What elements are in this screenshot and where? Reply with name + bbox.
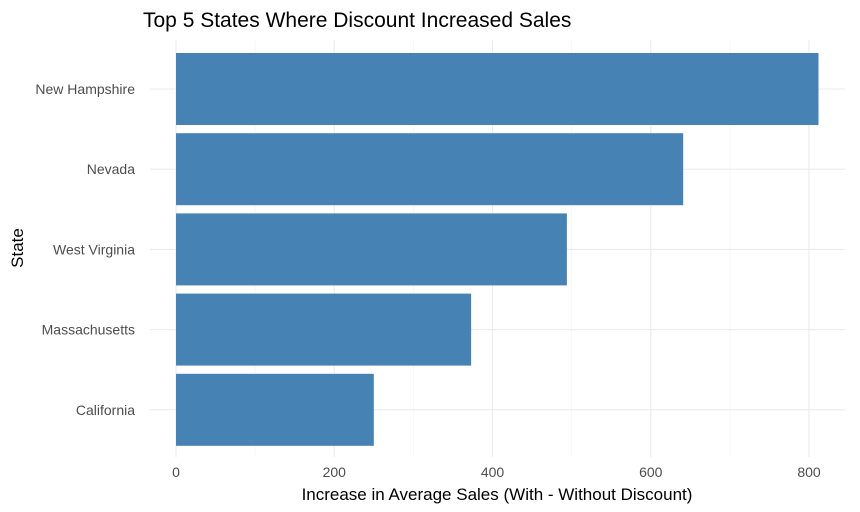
y-tick-label: West Virginia bbox=[53, 241, 135, 257]
x-tick-label: 200 bbox=[323, 464, 347, 480]
x-axis-title: Increase in Average Sales (With - Withou… bbox=[302, 485, 693, 504]
y-tick-labels: New Hampshire Nevada West Virginia Massachu… bbox=[35, 81, 135, 418]
bars bbox=[176, 53, 819, 446]
chart-title: Top 5 States Where Discount Increased Sa… bbox=[143, 9, 571, 32]
bar bbox=[176, 213, 567, 286]
bar bbox=[176, 133, 684, 206]
bar bbox=[176, 373, 374, 446]
y-axis-title: State bbox=[8, 228, 27, 268]
y-tick-label: California bbox=[76, 402, 135, 418]
x-tick-label: 400 bbox=[481, 464, 505, 480]
bar bbox=[176, 53, 819, 125]
y-tick-label: Massachusetts bbox=[42, 322, 135, 338]
x-tick-labels: 0 200 400 600 800 bbox=[172, 464, 821, 480]
bar bbox=[176, 293, 472, 366]
x-tick-label: 800 bbox=[797, 464, 821, 480]
y-tick-label: Nevada bbox=[87, 161, 135, 177]
y-tick-label: New Hampshire bbox=[35, 81, 135, 97]
x-tick-label: 600 bbox=[639, 464, 663, 480]
x-tick-label: 0 bbox=[172, 464, 180, 480]
